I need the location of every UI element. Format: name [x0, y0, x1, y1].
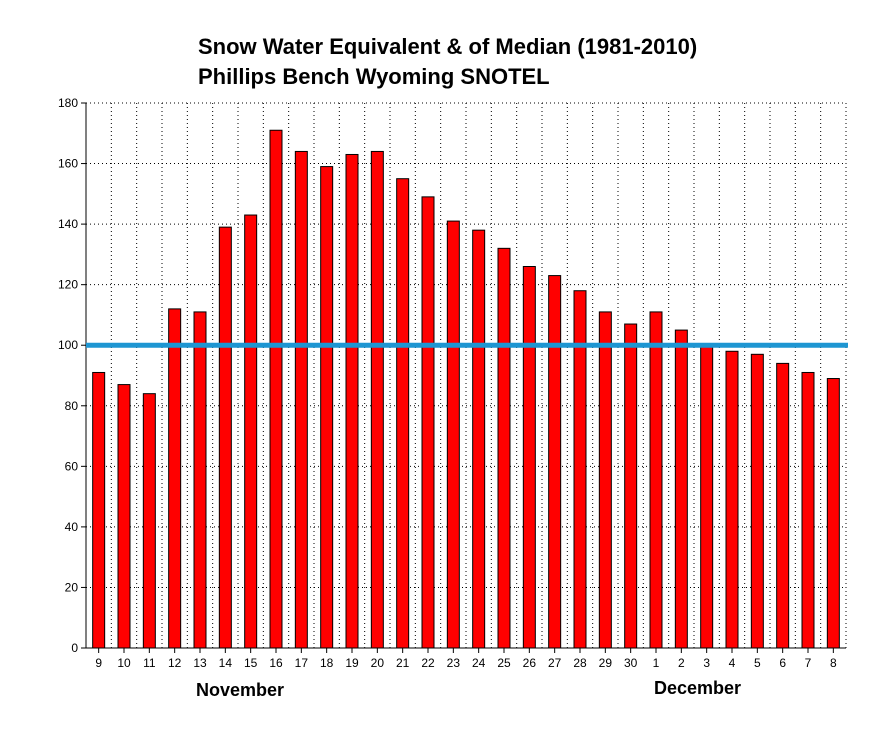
x-tick-label: 20 — [371, 656, 385, 670]
chart-subtitle: Phillips Bench Wyoming SNOTEL — [198, 64, 550, 89]
bar-8 — [826, 378, 840, 649]
x-tick-label: 11 — [143, 656, 156, 670]
bar-15 — [244, 214, 258, 649]
x-tick-label: 1 — [653, 656, 660, 670]
x-tick-label: 22 — [421, 656, 435, 670]
y-tick-label: 0 — [71, 641, 78, 655]
x-tick-label: 24 — [472, 656, 486, 670]
month-label-december: December — [654, 678, 741, 698]
x-tick-label: 25 — [497, 656, 511, 670]
bar-24 — [472, 229, 486, 649]
bar-25 — [497, 247, 511, 649]
bar-10 — [117, 384, 131, 649]
bar-7 — [801, 371, 815, 649]
y-tick-label: 100 — [58, 338, 78, 352]
y-tick-label: 180 — [58, 96, 78, 110]
x-tick-label: 13 — [193, 656, 207, 670]
x-tick-label: 30 — [624, 656, 638, 670]
bar-23 — [446, 220, 460, 649]
y-tick-label: 80 — [65, 399, 79, 413]
bar-4 — [725, 350, 739, 649]
bar-3 — [700, 344, 714, 649]
y-tick-label: 40 — [65, 520, 79, 534]
x-tick-label: 8 — [830, 656, 837, 670]
bar-9 — [92, 371, 106, 649]
x-tick-label: 5 — [754, 656, 761, 670]
x-tick-label: 14 — [219, 656, 233, 670]
bar-16 — [269, 129, 283, 649]
y-tick-label: 140 — [58, 217, 78, 231]
x-tick-label: 2 — [678, 656, 685, 670]
x-tick-label: 16 — [269, 656, 283, 670]
x-tick-label: 29 — [599, 656, 613, 670]
x-tick-label: 10 — [117, 656, 131, 670]
bar-22 — [421, 196, 435, 649]
x-tick-label: 17 — [295, 656, 309, 670]
x-tick-label: 12 — [168, 656, 182, 670]
bar-6 — [776, 362, 790, 649]
x-tick-label: 15 — [244, 656, 258, 670]
y-tick-label: 120 — [58, 278, 78, 292]
x-tick-label: 4 — [729, 656, 736, 670]
bar-21 — [396, 178, 410, 649]
x-tick-label: 28 — [573, 656, 587, 670]
x-tick-label: 3 — [703, 656, 710, 670]
bar-18 — [320, 166, 334, 649]
bar-30 — [624, 323, 638, 649]
y-tick-label: 20 — [65, 580, 79, 594]
x-tick-label: 21 — [396, 656, 410, 670]
bar-11 — [142, 393, 156, 649]
bar-13 — [193, 311, 207, 649]
bar-14 — [218, 226, 232, 649]
bar-20 — [370, 150, 384, 649]
x-tick-label: 26 — [523, 656, 537, 670]
x-tick-label: 19 — [345, 656, 359, 670]
bar-2 — [674, 329, 688, 649]
y-tick-label: 60 — [65, 459, 79, 473]
y-tick-label: 160 — [58, 157, 78, 171]
x-tick-label: 7 — [805, 656, 812, 670]
bar-29 — [598, 311, 612, 649]
chart-title: Snow Water Equivalent & of Median (1981-… — [198, 34, 698, 59]
x-tick-label: 18 — [320, 656, 334, 670]
bar-17 — [294, 150, 308, 649]
x-tick-label: 9 — [95, 656, 102, 670]
x-tick-label: 23 — [447, 656, 461, 670]
x-tick-label: 6 — [779, 656, 786, 670]
bar-1 — [649, 311, 663, 649]
bar-19 — [345, 153, 359, 649]
x-tick-label: 27 — [548, 656, 562, 670]
bar-27 — [548, 275, 562, 649]
bar-5 — [750, 353, 764, 649]
bar-12 — [168, 308, 182, 649]
bar-26 — [522, 266, 536, 649]
month-label-november: November — [196, 680, 284, 700]
